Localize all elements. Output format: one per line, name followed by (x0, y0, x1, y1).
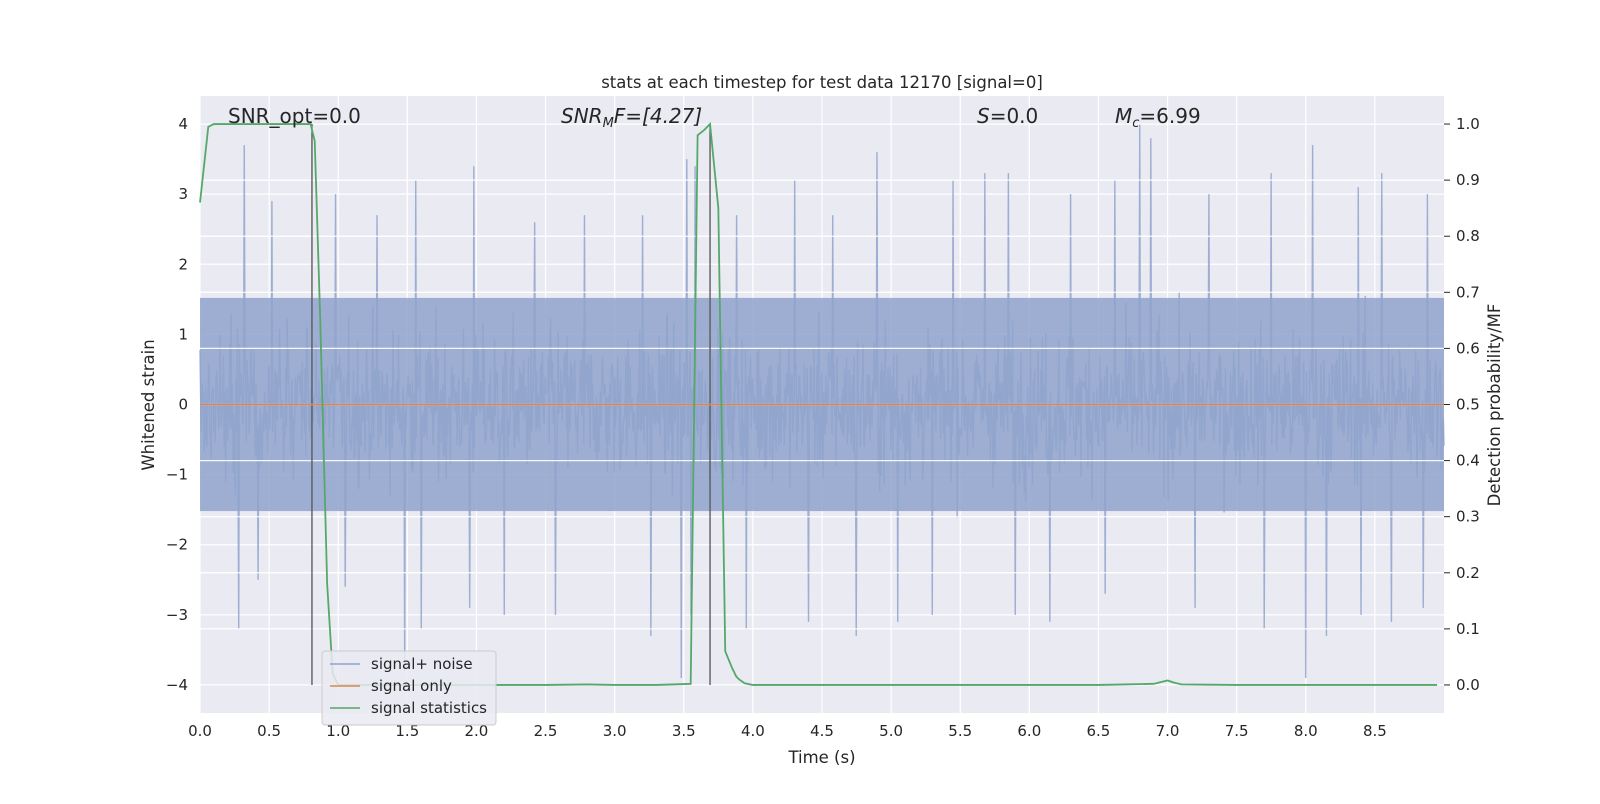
x-tick-label: 6.5 (1087, 722, 1111, 740)
annotation-snr-mf-rest: F=[4.27] (614, 104, 702, 128)
y-tick-label: −1 (166, 466, 188, 484)
annotation-mc-sub: c (1132, 116, 1139, 131)
y2-tick-label: 0.5 (1456, 396, 1480, 414)
legend-box (321, 650, 497, 726)
legend: signal+ noise signal only signal statist… (321, 650, 497, 726)
y-tick-label: −3 (166, 606, 188, 624)
x-axis-label: Time (s) (787, 748, 855, 767)
annotation-mc: Mc=6.99 (1115, 104, 1201, 131)
annotation-snr-mf: SNRMF=[4.27] (561, 104, 702, 131)
x-tick-label: 5.5 (948, 722, 972, 740)
x-tick-label: 7.0 (1156, 722, 1180, 740)
x-tick-label: 1.0 (326, 722, 350, 740)
annotation-mc-main: M (1115, 104, 1132, 128)
tick-labels: 0.0 0.5 1.0 1.5 2.0 2.5 3.0 3.5 4.0 4.5 5.0 5.5 6.0 6… (166, 115, 1480, 740)
legend-label-signal: signal only (371, 677, 452, 695)
annotation-s: S=0.0 (977, 104, 1038, 128)
x-tick-label: 3.0 (603, 722, 627, 740)
y2-tick-label: 0.0 (1456, 676, 1480, 694)
y-tick-label: −4 (166, 676, 188, 694)
x-tick-label: 2.0 (465, 722, 489, 740)
annotation-mc-rest: =6.99 (1139, 104, 1200, 128)
y-axis-label: Whitened strain (139, 339, 158, 470)
legend-label-noise: signal+ noise (371, 655, 473, 673)
annotation-s-main: S (977, 104, 990, 128)
y2-tick-label: 0.4 (1456, 452, 1480, 470)
x-tick-label: 6.0 (1017, 722, 1041, 740)
x-tick-label: 4.0 (741, 722, 765, 740)
y2-tick-label: 0.3 (1456, 508, 1480, 526)
y2-tick-label: 0.8 (1456, 227, 1480, 245)
annotation-snr-opt: SNR_opt=0.0 (228, 104, 361, 128)
chart-title: stats at each timestep for test data 121… (601, 73, 1043, 92)
y2-tick-label: 1.0 (1456, 115, 1480, 133)
x-tick-label: 8.0 (1294, 722, 1318, 740)
annotation-snr-mf-sub: M (603, 116, 614, 131)
x-tick-label: 2.5 (534, 722, 558, 740)
legend-label-stats: signal statistics (371, 699, 487, 717)
signal-statistics-line (199, 122, 1438, 686)
x-tick-label: 0.0 (188, 722, 212, 740)
y2-tick-label: 0.6 (1456, 339, 1480, 357)
y2-tick-label: 0.1 (1456, 620, 1480, 638)
y2-axis-label: Detection probability/MF (1485, 304, 1504, 507)
y-tick-label: 0 (178, 396, 188, 414)
annotation-snr-mf-main: SNR (561, 104, 603, 128)
y-tick-label: 1 (178, 325, 188, 343)
x-tick-label: 7.5 (1225, 722, 1249, 740)
annotations: SNR_opt=0.0 SNRMF=[4.27] S=0.0 Mc=6.99 (228, 104, 1201, 131)
y-tick-label: 3 (178, 185, 188, 203)
x-tick-label: 5.0 (879, 722, 903, 740)
y-tick-label: 2 (178, 255, 188, 273)
x-tick-label: 3.5 (672, 722, 696, 740)
y2-tick-label: 0.9 (1456, 171, 1480, 189)
y2-tick-label: 0.7 (1456, 283, 1480, 301)
x-tick-label: 0.5 (257, 722, 281, 740)
signal-statistics-series (199, 122, 1438, 686)
y-tick-label: 4 (178, 115, 188, 133)
x-tick-label: 1.5 (395, 722, 419, 740)
annotation-s-rest: =0.0 (990, 104, 1039, 128)
y-tick-label: −2 (166, 536, 188, 554)
x-tick-label: 4.5 (810, 722, 834, 740)
y2-tick-label: 0.2 (1456, 564, 1480, 582)
x-tick-label: 8.5 (1363, 722, 1387, 740)
